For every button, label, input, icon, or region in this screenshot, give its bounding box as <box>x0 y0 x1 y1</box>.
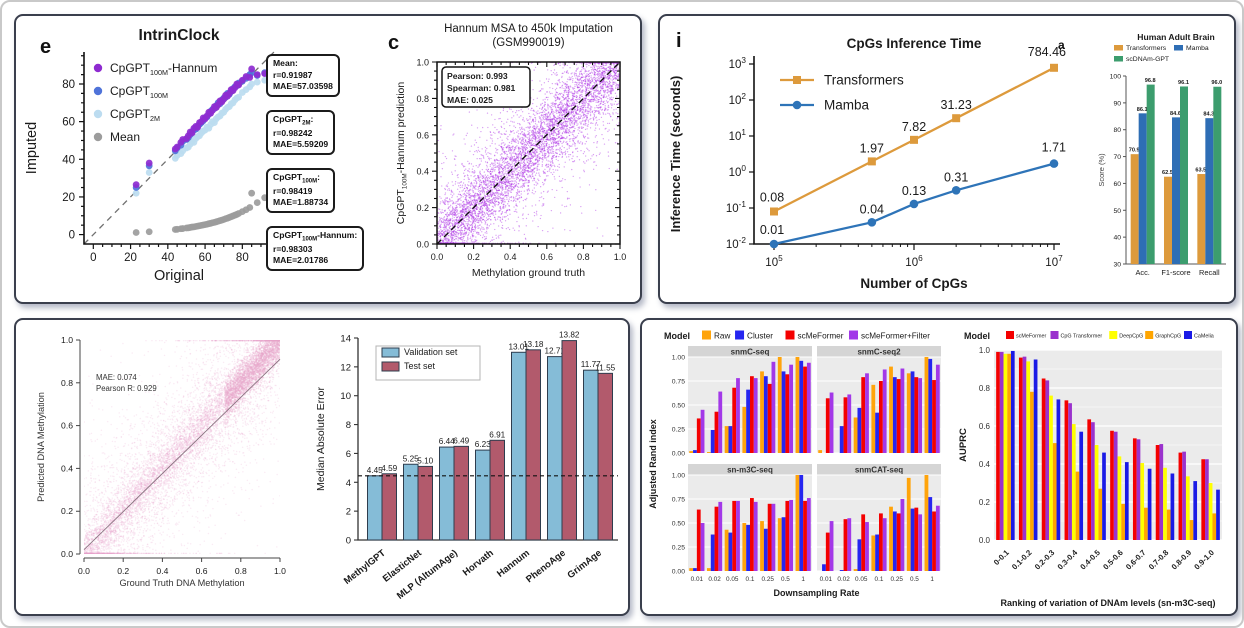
panel-letter-i: i <box>676 30 682 52</box>
panel-letter-e: e <box>40 36 52 58</box>
density-cloud <box>437 62 620 244</box>
svg-text:80: 80 <box>236 252 249 264</box>
svg-text:CpGPT100M-Hannum: CpGPT100M-Hannum <box>110 61 217 77</box>
svg-text:Mean: Mean <box>110 130 140 144</box>
stat-box: CpGPT100M: r=0.98419 MAE=1.88734 <box>266 167 336 213</box>
svg-text:20: 20 <box>62 192 75 204</box>
stat-box: CpGPT100M-Hannum: r=0.98303 MAE=2.01786 <box>266 225 365 271</box>
svg-text:40: 40 <box>62 154 75 166</box>
series-points <box>132 189 269 236</box>
panel-letter-c: c <box>388 32 400 54</box>
svg-text:0: 0 <box>90 252 96 264</box>
svg-text:CpGPT100M: CpGPT100M <box>110 84 168 100</box>
series-mamba: 0.010.040.130.311.71 <box>760 141 1066 249</box>
panel-bottom-left: MAE: 0.074 Pearson R: 0.929 0.0 0.0 0.2 0.2 0.… <box>14 318 630 616</box>
svg-text:Original: Original <box>154 268 204 284</box>
svg-text:20: 20 <box>124 252 137 264</box>
svg-text:40: 40 <box>161 252 174 264</box>
svg-text:60: 60 <box>199 252 212 264</box>
svg-text:(GSM990019): (GSM990019) <box>492 37 564 49</box>
inference-time-chart: CpGs Inference Time10-210-11001011021031… <box>668 36 1066 291</box>
svg-text:Imputed: Imputed <box>24 122 40 174</box>
panel-top-left: e IntrinClock 0 20 40 60 80 0 20 40 60 80 Original I… <box>14 14 642 304</box>
series-points <box>132 65 269 189</box>
svg-text:80: 80 <box>62 79 75 91</box>
svg-text:IntrinClock: IntrinClock <box>139 27 220 44</box>
adjusted-rand-index-chart: Model Raw Cluster scMeFormer scMeFormer+Filt… <box>648 330 941 598</box>
svg-text:Hannum MSA to 450k Imputation: Hannum MSA to 450k Imputation <box>444 23 613 35</box>
svg-text:60: 60 <box>62 117 75 129</box>
panel-letter-a: a <box>1058 38 1065 52</box>
svg-text:CpGPT2M: CpGPT2M <box>110 107 160 123</box>
auprc-chart: Model scMeFormer CpG Transformer DeepCpG Gra… <box>958 331 1222 608</box>
series-points <box>132 76 269 197</box>
density-cloud <box>84 340 280 554</box>
svg-text:0: 0 <box>69 230 75 242</box>
stat-boxes: Mean: r=0.91987 MAE=57.03598 CpGPT2M: r=0.98… <box>266 54 365 271</box>
stat-box: CpGPT2M: r=0.98242 MAE=5.59209 <box>266 109 336 155</box>
hannum-imputation-chart: Hannum MSA to 450k Imputation (GSM990019)… <box>395 23 626 279</box>
stat-box: Mean: r=0.91987 MAE=57.03598 <box>266 54 340 97</box>
panel-top-right: i CpGs Inference Time 10-2 10-1 100 101 102 10… <box>658 14 1236 304</box>
panel-bottom-right: Model Raw Cluster scMeFormer scMeFormer+Filt… <box>640 318 1238 616</box>
intrinclock-chart: IntrinClock 0 20 40 60 80 0 20 40 60 80 Original Imp… <box>24 27 275 284</box>
